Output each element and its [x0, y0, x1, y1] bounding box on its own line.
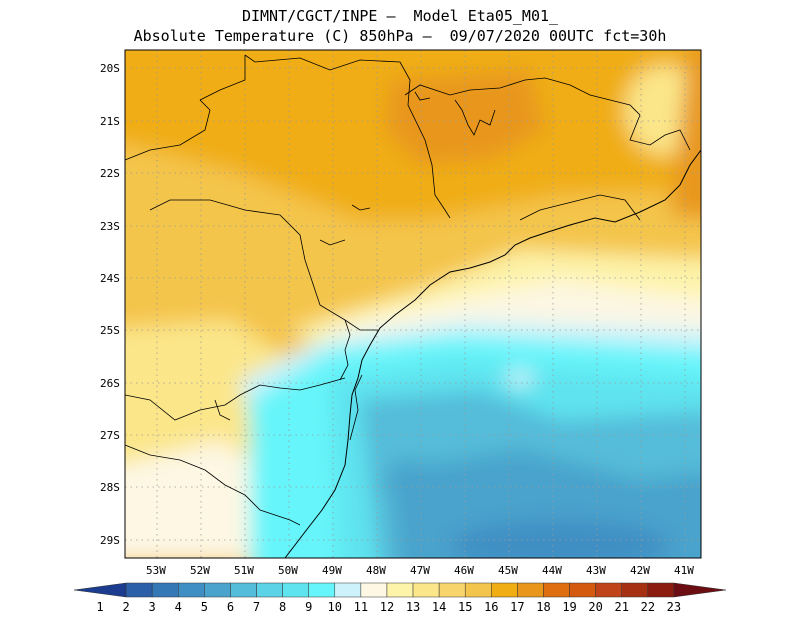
colorbar-swatch [230, 582, 257, 598]
coastline [284, 149, 701, 558]
colorbar-swatch [125, 582, 153, 598]
colorbar-swatch [673, 582, 727, 598]
colorbar-swatch [438, 582, 466, 598]
grid-lines [125, 50, 701, 558]
colorbar-swatch [621, 582, 649, 598]
lat-label: 25S [100, 324, 120, 337]
colorbar-label: 22 [641, 600, 655, 614]
lat-label: 26S [100, 377, 120, 390]
colorbar-label: 20 [588, 600, 602, 614]
longitude-labels: 53W 52W 51W 50W 49W 48W 47W 46W 45W 44W … [146, 564, 694, 577]
colorbar-label: 17 [510, 600, 524, 614]
latitude-labels: 20S 21S 22S 23S 24S 25S 26S 27S 28S 29S [100, 62, 120, 547]
colorbar-label: 11 [354, 600, 368, 614]
colorbar-swatch [386, 582, 414, 598]
colorbar-label: 23 [667, 600, 681, 614]
lon-label: 50W [278, 564, 298, 577]
lat-label: 27S [100, 429, 120, 442]
colorbar-label: 5 [201, 600, 208, 614]
lon-label: 49W [322, 564, 342, 577]
colorbar-label: 14 [432, 600, 446, 614]
colorbar-swatch [464, 582, 492, 598]
colorbar-label: 7 [253, 600, 260, 614]
colorbar-swatch [543, 582, 570, 598]
lon-label: 48W [366, 564, 386, 577]
colorbar-swatch [178, 582, 205, 598]
lat-label: 22S [100, 167, 120, 180]
colorbar-label: 16 [484, 600, 498, 614]
colorbar-swatch [360, 582, 388, 598]
colorbar-label: 15 [458, 600, 472, 614]
state-borders [125, 54, 691, 526]
colorbar: 1 2 3 4 5 6 7 8 9 10 11 12 13 14 15 16 17 18 19 20 21 22 23 [73, 582, 727, 614]
colorbar-label: 9 [305, 600, 312, 614]
colorbar-label: 3 [149, 600, 156, 614]
colorbar-swatch [647, 582, 675, 598]
map-field [125, 50, 701, 558]
colorbar-swatch [256, 582, 283, 598]
colorbar-swatch [334, 582, 362, 598]
colorbar-swatch [204, 582, 231, 598]
title-line-2: Absolute Temperature (C) 850hPa – 09/07/… [133, 27, 667, 45]
lon-label: 44W [542, 564, 562, 577]
lon-label: 47W [410, 564, 430, 577]
colorbar-swatch [73, 582, 127, 598]
lat-label: 21S [100, 115, 120, 128]
lon-label: 43W [586, 564, 606, 577]
title-line-1: DIMNT/CGCT/INPE – Model Eta05_M01_ [241, 7, 559, 25]
lon-label: 51W [234, 564, 254, 577]
lat-label: 24S [100, 272, 120, 285]
colorbar-swatch [491, 582, 518, 598]
lon-label: 52W [190, 564, 210, 577]
colorbar-swatch [308, 582, 336, 598]
colorbar-label: 13 [406, 600, 420, 614]
colorbar-label: 10 [328, 600, 342, 614]
lon-label: 53W [146, 564, 166, 577]
colorbar-swatch [151, 582, 179, 598]
colorbar-label: 12 [380, 600, 394, 614]
reservoirs [319, 91, 496, 441]
colorbar-label: 6 [227, 600, 234, 614]
lat-label: 20S [100, 62, 120, 75]
colorbar-swatch [517, 582, 544, 598]
colorbar-swatch [569, 582, 596, 598]
lat-label: 29S [100, 534, 120, 547]
map-frame [124, 49, 702, 559]
lon-label: 42W [630, 564, 650, 577]
colorbar-label: 8 [279, 600, 286, 614]
colorbar-label: 1 [96, 600, 103, 614]
colorbar-swatch [595, 582, 622, 598]
colorbar-label: 19 [562, 600, 576, 614]
lat-label: 28S [100, 481, 120, 494]
colorbar-swatch [282, 582, 309, 598]
colorbar-label: 21 [615, 600, 629, 614]
lon-label: 41W [674, 564, 694, 577]
lon-label: 45W [498, 564, 518, 577]
colorbar-swatch [412, 582, 440, 598]
colorbar-label: 4 [175, 600, 182, 614]
lon-label: 46W [454, 564, 474, 577]
lat-label: 23S [100, 220, 120, 233]
colorbar-label: 18 [536, 600, 550, 614]
colorbar-label: 2 [122, 600, 129, 614]
